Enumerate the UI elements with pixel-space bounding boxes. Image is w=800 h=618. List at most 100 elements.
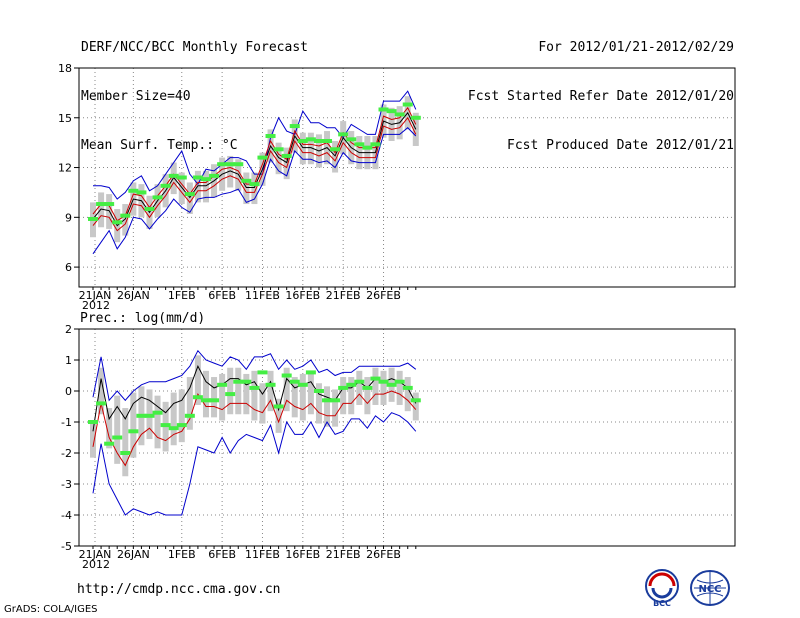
spread-bar [106,408,113,449]
spread-bar [178,389,185,443]
obs-marker [402,385,413,390]
obs-marker [362,385,373,390]
obs-marker [289,379,300,384]
spread-bar [154,395,161,449]
obs-marker [297,139,308,143]
obs-marker [249,385,260,390]
obs-marker [265,382,276,387]
y-tick-label: -3 [61,478,72,491]
obs-marker [136,190,147,195]
obs-marker [233,379,244,384]
obs-marker [192,175,203,180]
variable-label-prec: Prec.: log(mm/d) [80,311,206,326]
bcc-logo: BCC [645,569,679,608]
obs-marker [217,162,228,167]
started-date: Fcst Started Refer Date 2012/01/20 [467,89,734,104]
x-tick-label: 21FEB [326,548,361,561]
upper-envelope-line [92,349,417,402]
spread-bar [170,392,177,446]
spread-bar [364,377,371,415]
spread-bar [259,383,266,424]
spread-bar [332,141,339,173]
obs-marker [144,207,155,212]
spread-bar [251,172,258,205]
obs-marker [225,162,236,167]
spread-bar [235,367,242,415]
obs-marker [88,216,98,221]
y-tick-label: -5 [61,540,72,553]
spread-bar [227,367,234,415]
obs-marker [144,413,155,418]
obs-marker [346,137,357,142]
x-tick-label: 16FEB [285,548,320,561]
obs-marker [386,382,397,387]
obs-marker [322,398,333,403]
obs-marker [200,398,211,403]
x-tick-label: 6FEB [208,548,236,561]
obs-marker [96,401,107,406]
spread-bar [122,408,129,477]
obs-marker [257,370,268,375]
variable-label-temp: Mean Surf. Temp.: °C [81,138,238,153]
obs-marker [313,389,324,393]
spread-bar [130,392,137,458]
spread-bar [275,398,282,433]
obs-marker [225,392,236,397]
spread-bar [380,370,387,405]
header-right: For 2012/01/21-2012/02/29 Fcst Started R… [468,10,734,172]
spread-bar [283,147,290,180]
spread-bar [186,377,193,430]
obs-marker [354,142,365,147]
spread-bar [299,373,306,421]
forecast-period: For 2012/01/21-2012/02/29 [538,40,734,55]
ncc-logo: NCC [690,570,730,606]
forecast-title: DERF/NCC/BCC Monthly Forecast [81,40,308,55]
ensemble-mean-line [92,364,417,432]
spread-bar [202,170,209,203]
spread-bar [307,370,314,415]
source-url[interactable]: http://cmdp.ncc.cma.gov.cn [77,582,281,597]
spread-bar [267,370,274,412]
obs-marker [104,202,115,207]
y-tick-label: 2 [65,323,72,336]
obs-marker [249,182,260,187]
obs-marker [233,162,244,167]
header-left: DERF/NCC/BCC Monthly Forecast Member Siz… [81,10,308,172]
x-tick-label: 26FEB [366,289,401,302]
obs-marker [313,139,324,143]
spread-bar [372,367,379,405]
obs-marker [386,109,397,114]
spread-bar [122,204,129,236]
y-tick-label: -2 [61,447,72,460]
obs-marker [257,155,268,160]
spread-bar [219,373,226,421]
obs-marker [160,183,171,188]
obs-marker [402,102,413,107]
spread-bar [243,172,250,205]
spread-bar [178,172,185,205]
x-tick-label: 16FEB [285,289,320,302]
obs-marker [192,395,203,400]
obs-marker [273,404,284,409]
y-tick-label: 9 [65,211,72,224]
obs-marker [322,139,333,143]
obs-marker [128,188,139,193]
member-size: Member Size=40 [81,89,191,104]
ensemble-line [92,390,417,467]
obs-marker [112,220,123,225]
y-tick-label: -1 [61,416,72,429]
spread-bar [275,142,282,175]
spread-bar [194,355,201,405]
x-tick-label: 2012 [82,299,110,312]
grads-credit: GrADS: COLA/IGES [4,604,98,615]
obs-marker [346,382,357,387]
obs-marker [289,124,300,129]
ncc-logo-text: NCC [698,584,721,595]
y-tick-label: 12 [58,162,72,175]
spread-bar [307,132,314,165]
obs-marker [370,376,381,381]
obs-marker [378,379,389,384]
obs-marker [338,132,349,137]
